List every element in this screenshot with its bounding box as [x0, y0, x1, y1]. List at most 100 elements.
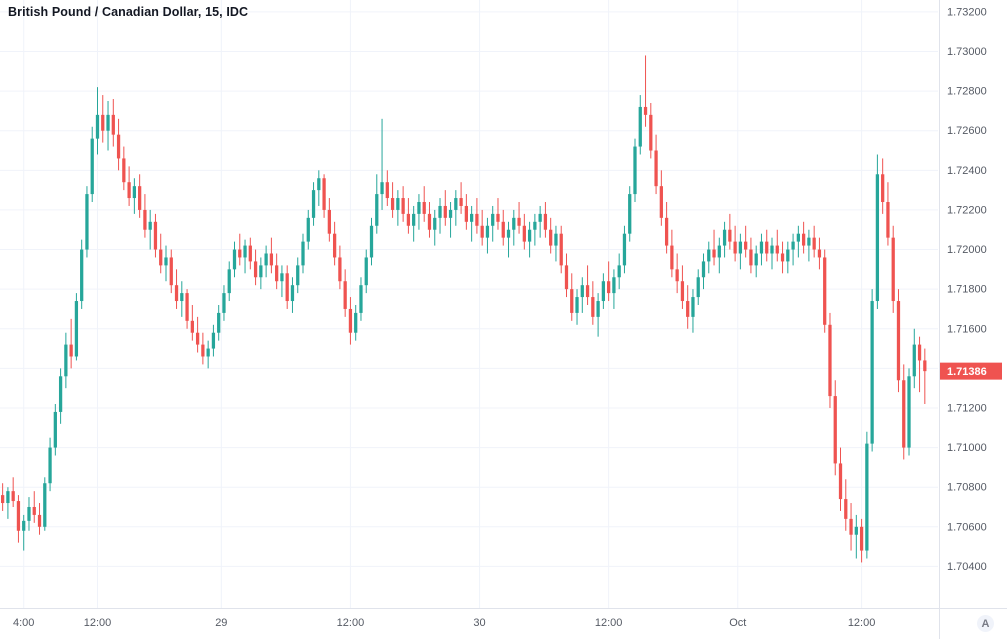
candle-body	[380, 182, 384, 195]
candle-body	[248, 245, 252, 262]
candle-body	[923, 360, 927, 372]
candle-body	[902, 380, 906, 448]
candle-body	[369, 225, 374, 258]
candle-body	[854, 526, 858, 535]
candle-body	[390, 198, 395, 210]
candle-body	[775, 245, 779, 254]
candle-body	[917, 344, 922, 361]
candle-body	[385, 182, 389, 199]
candle-body	[37, 514, 42, 527]
price-tick-label: 1.70800	[947, 482, 987, 494]
auto-scale-button[interactable]: A	[977, 615, 994, 632]
candle-body	[501, 221, 505, 238]
candle-body	[801, 233, 806, 246]
candle-body	[95, 114, 100, 139]
candle-body	[85, 194, 89, 250]
candle-body	[359, 285, 363, 313]
candle-body	[491, 213, 495, 226]
candle-body	[612, 277, 616, 294]
time-tick-label: 12:00	[337, 617, 365, 629]
candle-body	[675, 269, 679, 282]
price-tick-label: 1.72000	[947, 244, 987, 256]
candle-body	[6, 491, 10, 504]
candle-body	[807, 237, 811, 246]
candle-body	[259, 265, 263, 278]
price-axis[interactable]: 1.704001.706001.708001.710001.712001.714…	[947, 6, 987, 573]
candle-body	[659, 186, 663, 218]
candle-body	[301, 241, 305, 266]
candle-body	[754, 253, 758, 266]
last-price-value: 1.71386	[947, 366, 987, 378]
candle-body	[744, 241, 748, 250]
candle-body	[680, 281, 685, 302]
candle-body	[549, 229, 553, 246]
candle-body	[817, 249, 822, 258]
candle-body	[849, 518, 853, 535]
candle-body	[422, 202, 426, 214]
candle-body	[527, 229, 532, 242]
price-tick-label: 1.71800	[947, 284, 987, 296]
candle-body	[475, 213, 479, 226]
candle-body	[206, 348, 210, 357]
candle-body	[575, 297, 579, 313]
candle-body	[512, 217, 516, 230]
time-tick-label: Oct	[729, 617, 746, 629]
candle-body	[27, 506, 31, 521]
candle-body	[533, 221, 537, 230]
candle-body	[664, 217, 669, 246]
candle-body	[106, 114, 110, 131]
candle-body	[896, 301, 901, 381]
candle-body	[69, 344, 73, 357]
candle-body	[823, 257, 827, 325]
candle-body	[786, 249, 790, 262]
candle-body	[217, 312, 221, 333]
candle-body	[101, 114, 105, 131]
time-tick-label: 12:00	[595, 617, 623, 629]
candle-body	[454, 198, 458, 210]
candle-body	[738, 241, 743, 254]
candle-body	[185, 293, 189, 321]
time-tick-label: 29	[215, 617, 227, 629]
candle-body	[180, 293, 184, 302]
candle-body	[433, 217, 437, 230]
candle-body	[622, 233, 627, 266]
candle-body	[332, 233, 337, 258]
candle-body	[1, 495, 5, 504]
candle-body	[649, 114, 653, 151]
candle-body	[90, 138, 94, 195]
candle-body	[607, 281, 611, 294]
candle-body	[522, 225, 526, 242]
candle-body	[886, 202, 890, 238]
candle-body	[891, 237, 895, 302]
candle-body	[232, 249, 237, 270]
candle-body	[417, 202, 421, 214]
candle-body	[780, 253, 785, 262]
candle-body	[448, 209, 453, 218]
candle-body	[601, 281, 606, 302]
candle-body	[275, 265, 279, 282]
candle-body	[348, 308, 353, 333]
candle-body	[881, 174, 885, 203]
candle-body	[317, 178, 321, 191]
price-tick-label: 1.71000	[947, 442, 987, 454]
candle-body	[201, 344, 205, 357]
candle-body	[791, 241, 795, 250]
candle-body	[691, 297, 695, 317]
candle-body	[865, 443, 869, 551]
time-axis[interactable]: 4:00 12:00 29 12:00 30 12:00 Oct 12:00	[13, 617, 875, 629]
candle-body	[327, 209, 331, 234]
time-tick-label: 4:00	[13, 617, 34, 629]
price-tick-label: 1.73000	[947, 46, 987, 58]
candlesticks	[1, 55, 927, 563]
candle-body	[759, 241, 764, 254]
candle-body	[343, 281, 347, 309]
candle-body	[859, 526, 864, 551]
candle-body	[311, 190, 316, 218]
candle-body	[559, 233, 563, 266]
candle-body	[686, 301, 690, 317]
candle-body	[64, 344, 68, 377]
candle-body	[812, 237, 816, 250]
candle-body	[322, 178, 326, 210]
candle-body	[538, 213, 542, 222]
